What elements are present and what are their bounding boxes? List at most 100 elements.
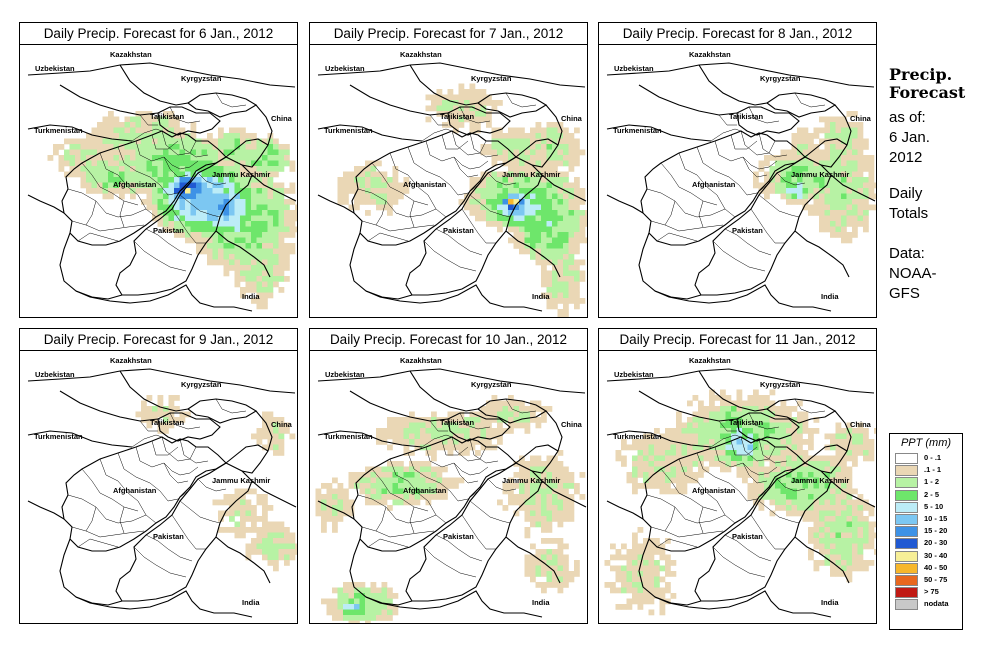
province-border [439,174,487,196]
precip-cell [152,182,158,189]
precip-cell [278,221,285,227]
precip-cell [835,133,842,139]
province-border [724,228,772,256]
precip-cell [802,204,809,211]
precip-cell [262,411,268,418]
precip-cell [278,259,285,266]
precip-cell [284,554,290,561]
precip-cell [223,171,230,178]
precip-cell [102,193,109,200]
precip-cell [654,587,660,594]
precip-cell [332,587,338,594]
precip-cell [119,182,125,189]
precip-cell [431,444,437,451]
precip-cell [392,171,399,178]
precip-cell [863,221,869,227]
precip-cell [343,171,349,178]
precip-cell [557,270,564,277]
precip-cell [234,276,241,282]
province-border [171,208,206,244]
precip-cell [425,488,432,495]
precip-cell [568,243,575,249]
precip-cell [420,422,426,429]
precip-cell [343,182,349,189]
precip-cell [146,160,153,167]
precip-cell [659,609,666,616]
precip-cell [348,593,355,599]
precip-cell [262,281,268,288]
province-border [656,232,698,242]
province-border [81,162,139,206]
precip-cell [775,483,781,489]
precip-cell [135,111,142,117]
precip-cell [841,428,847,434]
precip-cell [557,248,564,255]
precip-cell [863,521,869,528]
precip-cell [234,204,241,211]
precip-cell [337,516,344,522]
precip-cell [174,406,180,412]
precip-cell [775,406,781,412]
precip-cell [152,411,158,418]
precip-cell [262,433,268,440]
precip-cell [753,389,759,396]
precip-cell [431,439,437,445]
precip-cell [791,510,798,517]
precip-cell [262,204,268,211]
precip-cell [359,193,366,200]
precip-cell [764,494,770,500]
precip-cell [659,576,666,583]
precip-cell [278,215,285,222]
precip-cell [513,199,520,205]
precip-cell [337,193,344,200]
precip-cell [835,505,842,511]
precip-cell [769,411,776,418]
precip-cell [262,521,268,528]
precip-cell [508,171,514,178]
precip-cell [780,439,787,445]
precip-cell [546,281,553,288]
precip-cell [626,576,633,583]
precip-cell [731,444,737,451]
precip-cell [676,461,682,467]
precip-cell [637,439,644,445]
precip-cell [621,565,627,572]
precip-cell [392,593,399,599]
precip-cell [813,488,820,495]
precip-cell [692,417,699,423]
precip-cell [381,593,388,599]
precip-cell [359,615,366,621]
precip-cell [102,171,109,178]
precip-cell [387,505,393,511]
precip-cell [835,221,842,227]
precip-cell [557,505,564,511]
precip-cell [207,243,213,249]
precip-cell [808,477,814,484]
precip-cell [376,160,382,167]
precip-cell [262,270,268,277]
province-border [453,156,479,178]
precip-cell [846,215,853,222]
precip-cell [552,565,558,572]
precip-cell [813,565,820,572]
precip-cell [552,505,558,511]
precip-cell [530,149,536,156]
precip-cell [370,593,377,599]
precip-cell [146,171,153,178]
precip-cell [808,171,814,178]
precip-cell [574,182,580,189]
precip-cell [398,188,404,194]
precip-cell [835,494,842,500]
precip-cell [863,455,869,462]
precip-cell [557,292,564,299]
precip-cell [245,270,252,277]
precip-cell [758,433,765,440]
province-border [131,128,163,142]
precip-cell [563,259,569,266]
precip-cell [420,466,426,473]
precip-cell [775,155,781,161]
precip-cell [315,494,322,500]
precip-cell [469,100,476,106]
precip-cell [251,226,257,233]
precip-cell [267,276,274,282]
